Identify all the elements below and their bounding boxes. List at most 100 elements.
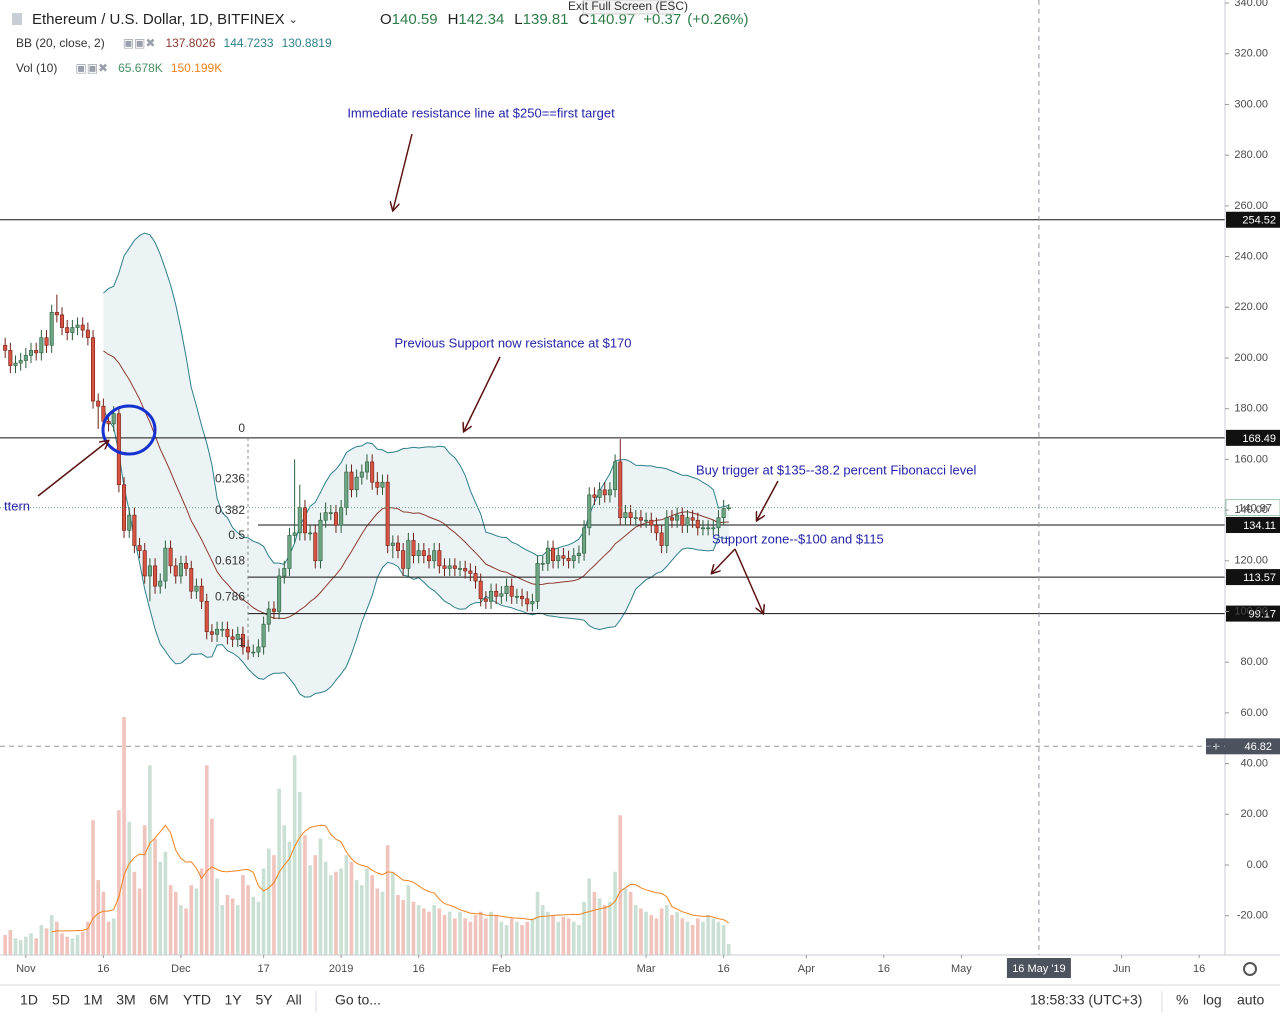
volume-bar: [163, 851, 168, 955]
candle-body: [313, 532, 318, 562]
auto-toggle[interactable]: auto: [1237, 992, 1264, 1008]
candle-body: [153, 565, 158, 587]
quote-label: H: [448, 11, 459, 28]
volume-bar: [380, 891, 385, 955]
range-button[interactable]: 3M: [116, 992, 135, 1008]
volume-bar: [230, 898, 235, 955]
candle-body: [359, 471, 364, 478]
range-button[interactable]: 1Y: [224, 992, 242, 1008]
volume-bar: [173, 891, 178, 955]
y-tick-label: 140.00: [1234, 504, 1268, 516]
candle-body: [251, 651, 256, 654]
quote: O140.59 H142.34 L139.81 C140.97 +0.37 (+0.26%…: [380, 11, 749, 28]
candle-body: [168, 547, 173, 567]
candle-body: [308, 532, 313, 535]
candle-body: [535, 563, 540, 602]
volume-bar: [297, 791, 302, 955]
volume-bar: [458, 911, 462, 955]
candle-body: [287, 535, 292, 569]
candle-body: [349, 471, 354, 491]
candle-body: [633, 517, 638, 519]
range-button[interactable]: 6M: [149, 992, 168, 1008]
volume-bar: [654, 918, 659, 955]
volume-bar: [189, 885, 194, 955]
range-button[interactable]: 5D: [52, 992, 70, 1008]
quote-change-pct: (+0.26%): [687, 11, 748, 28]
candle-body: [545, 547, 550, 564]
range-button[interactable]: 5Y: [255, 992, 273, 1008]
candle-body: [271, 608, 276, 612]
level-label: 168.49: [1242, 433, 1276, 445]
candle-body: [427, 555, 432, 562]
clock: 18:58:33 (UTC+3): [1030, 992, 1142, 1008]
settings-icon[interactable]: [1243, 962, 1257, 976]
volume-bar: [365, 868, 369, 955]
candle-body: [437, 550, 442, 567]
fib-label: 0: [238, 421, 245, 435]
candle-body: [463, 568, 468, 572]
candle-body: [54, 312, 59, 316]
candle-body: [597, 489, 602, 498]
range-button[interactable]: YTD: [183, 992, 211, 1008]
candle-body: [339, 507, 344, 526]
candle-body: [302, 507, 307, 534]
volume-bar: [204, 765, 209, 955]
candle-body: [571, 555, 576, 562]
candle-body: [411, 540, 416, 557]
range-button[interactable]: 1M: [83, 992, 102, 1008]
volume-bar: [721, 925, 726, 955]
legend: Ethereum / U.S. Dollar, 1D, BITFINEX ⌄ O1…: [12, 11, 749, 75]
last-price-box: [1225, 499, 1280, 517]
volume-bar: [70, 938, 75, 955]
candle-body: [235, 634, 240, 640]
quote-value: 139.81: [523, 11, 569, 28]
volume-bar: [117, 810, 121, 955]
candle-body: [173, 565, 178, 577]
volume-bar: [592, 891, 597, 955]
candle-body: [416, 550, 421, 557]
volume-bar: [210, 818, 214, 955]
icons: ▣▣✖: [75, 61, 108, 75]
volume-bar: [313, 855, 318, 955]
last-price-label: 140.97: [1238, 503, 1272, 515]
volume-bar: [246, 885, 250, 955]
volume-bar: [711, 918, 716, 955]
volume-bar: [292, 755, 297, 955]
bb-legend: BB (20, close, 2) ▣▣✖ 137.8026 144.7233 130.…: [16, 36, 332, 50]
candle-body: [494, 590, 499, 597]
volume-bar: [602, 905, 607, 955]
candle-body: [189, 568, 194, 592]
volume-bar: [44, 928, 49, 955]
volume-bar: [447, 911, 452, 955]
range-button[interactable]: 1D: [20, 992, 38, 1008]
candle-body: [623, 512, 628, 518]
candle-body: [364, 461, 369, 473]
chevron[interactable]: ⌄: [289, 14, 298, 26]
y-tick-label: 320.00: [1234, 48, 1268, 60]
candle-body: [142, 550, 147, 577]
volume-bar: [318, 838, 323, 955]
log-toggle[interactable]: log: [1203, 992, 1222, 1008]
y-tick-label: 100.00: [1234, 605, 1268, 617]
percent-toggle[interactable]: %: [1176, 992, 1188, 1008]
volume-bar: [75, 935, 80, 955]
candle-body: [561, 555, 566, 559]
candle-body: [499, 593, 504, 597]
level-label: 99.17: [1248, 608, 1276, 620]
volume-bar: [504, 925, 509, 955]
candle-body: [39, 337, 44, 354]
quote-label: L: [514, 11, 522, 28]
volume-bar: [484, 918, 488, 955]
symbol-icon: [12, 13, 22, 25]
range-button[interactable]: All: [286, 992, 302, 1008]
volume-bar: [29, 933, 33, 955]
goto-button[interactable]: Go to...: [335, 992, 381, 1008]
volume-bar: [179, 905, 183, 955]
level-label-box: [1226, 569, 1280, 586]
quote-label: O: [380, 11, 392, 28]
vol-value: 65.678K: [118, 61, 163, 75]
quote-value: 142.34: [458, 11, 504, 28]
candle-body: [184, 563, 189, 569]
volume-bar: [24, 936, 28, 955]
